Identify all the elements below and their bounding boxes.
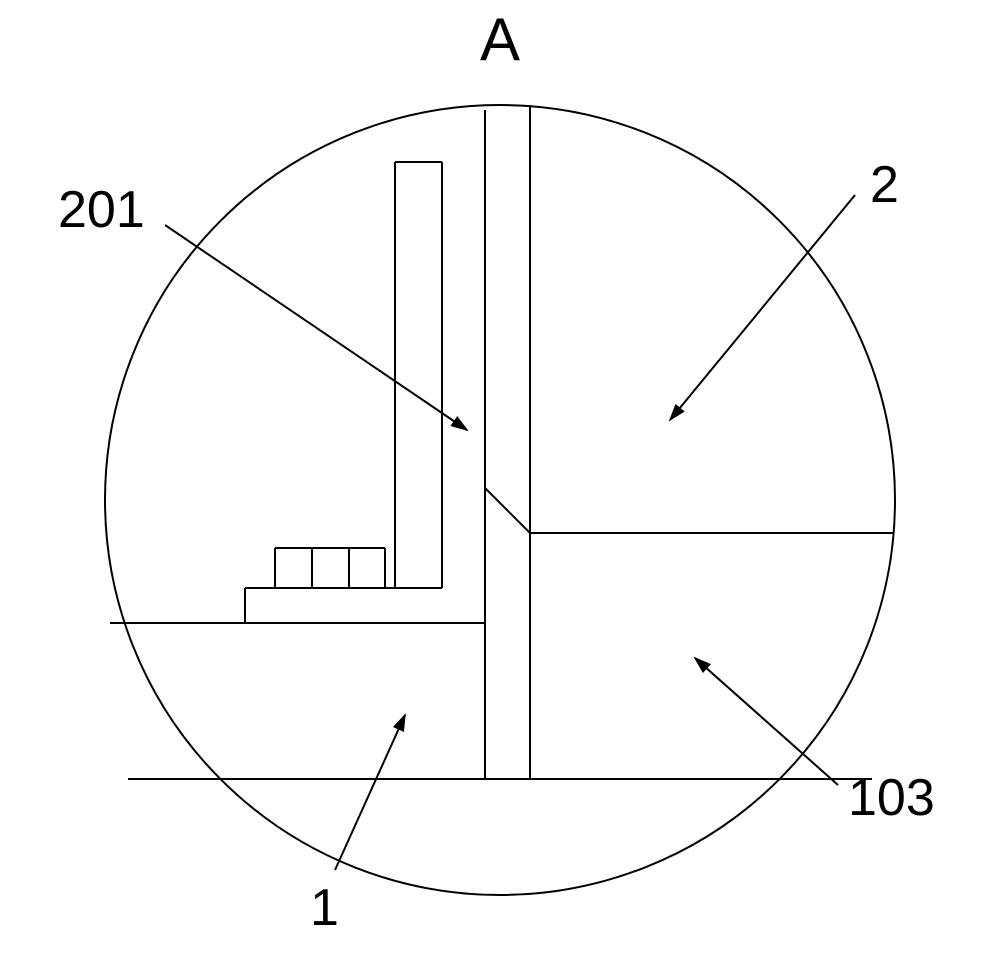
ref-103-label: 103 (848, 768, 935, 828)
diagram-container: A 201 2 1 103 (0, 0, 1000, 953)
detail-circle (105, 105, 895, 895)
leader-a_1 (335, 715, 405, 870)
ref-2-label: 2 (870, 155, 899, 215)
line-diag (485, 488, 530, 533)
leader-a_201 (165, 225, 467, 430)
leader-a_2 (670, 195, 855, 420)
ref-1-label: 1 (310, 878, 339, 938)
title-label: A (480, 5, 520, 74)
ref-201-label: 201 (58, 180, 145, 240)
leader-a_103 (695, 658, 838, 785)
